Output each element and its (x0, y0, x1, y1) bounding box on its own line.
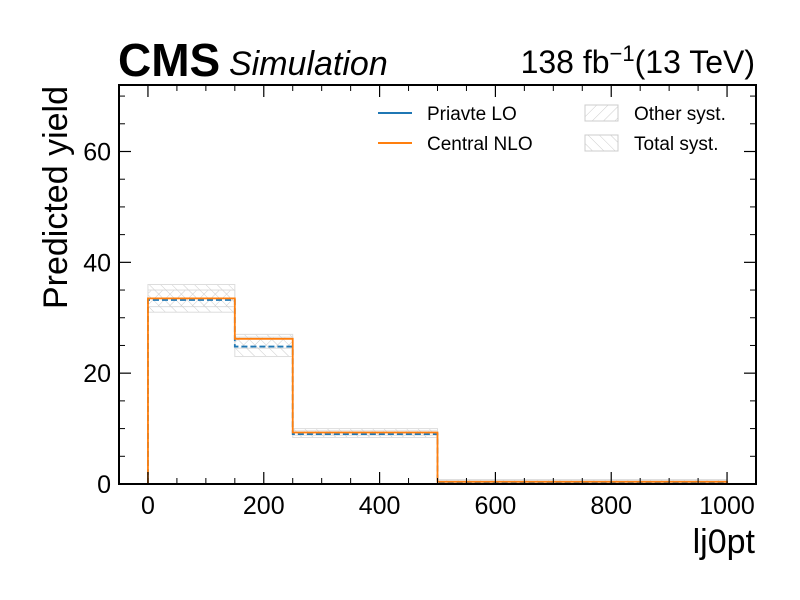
legend-swatch-other-syst (584, 104, 619, 122)
y-tick-label: 0 (97, 471, 111, 499)
series-central-nlo-step (147, 297, 728, 484)
luminosity-label: 138 fb−1(13 TeV) (521, 41, 755, 80)
legend-label-other-syst: Other syst. (634, 104, 726, 125)
x-tick-label: 400 (359, 492, 401, 520)
axes: 0 200 400 600 800 1000 0 20 40 60 (83, 84, 757, 520)
legend-label-central-nlo: Central NLO (427, 134, 533, 155)
histogram-series (147, 297, 728, 484)
legend-swatch-total-syst (584, 134, 619, 152)
y-tick-label: 20 (83, 360, 111, 388)
x-tick-label: 0 (141, 492, 155, 520)
y-axis-label: Predicted yield (37, 86, 75, 309)
x-axis-label: lj0pt (693, 523, 756, 561)
experiment-label: CMS (118, 34, 220, 86)
x-tick-label: 200 (243, 492, 285, 520)
lumi-value: 138 fb (521, 44, 610, 80)
x-tick-label: 1000 (699, 492, 755, 520)
band-total-syst-bin-1 (234, 333, 294, 358)
x-tick-label: 800 (590, 492, 632, 520)
legend-label-private-lo: Priavte LO (427, 104, 517, 125)
lumi-energy: (13 TeV) (635, 44, 755, 80)
y-tick-label: 40 (83, 249, 111, 277)
qualifier-label: Simulation (229, 45, 388, 83)
legend-label-total-syst: Total syst. (634, 134, 718, 155)
lumi-exponent: −1 (610, 41, 635, 66)
y-tick-label: 60 (83, 139, 111, 167)
legend: Priavte LO Central NLO Other syst. Total sy… (378, 104, 726, 155)
x-tick-label: 600 (475, 492, 517, 520)
